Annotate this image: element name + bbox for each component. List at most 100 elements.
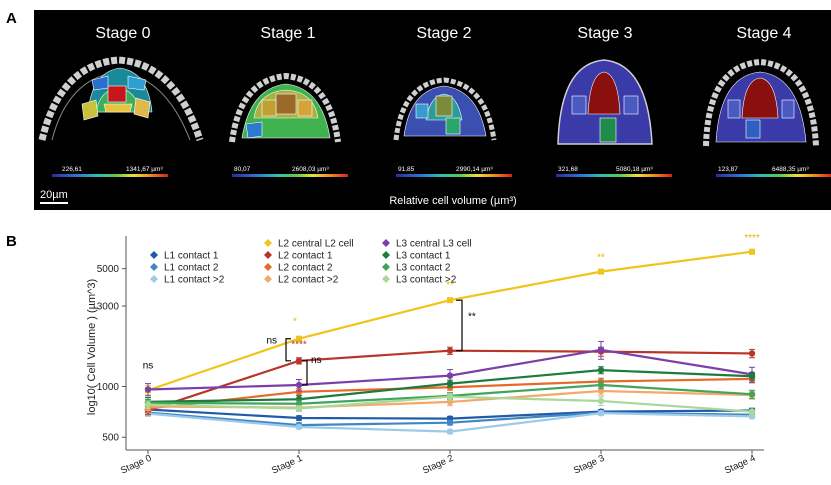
panel-b-letter: B: [6, 233, 17, 250]
data-point: [295, 414, 303, 422]
significance-label: ns: [266, 335, 277, 346]
legend-swatch: [264, 263, 272, 271]
legend-label: L3 contact 1: [396, 251, 451, 262]
x-axis-ticks: Stage 0 Stage 1 Stage 2 Stage 3 Stage 4: [119, 450, 757, 477]
significance-label: ****: [744, 233, 760, 244]
stage-2-tissue-image: [393, 77, 497, 141]
series-l3-contact-2: [144, 392, 756, 417]
bracket-stage2: [456, 299, 463, 352]
y-axis-ticks: 500 1000 3000 5000: [97, 264, 126, 444]
stage-2-colorbar: [396, 174, 512, 177]
stage-3-title: Stage 3: [577, 25, 632, 42]
data-point: [144, 386, 152, 393]
data-point: [446, 380, 454, 387]
legend-swatch: [382, 263, 390, 271]
data-point: [295, 423, 303, 431]
legend-swatch: [150, 275, 158, 283]
scale-bar-label: 20µm: [40, 189, 68, 201]
stage-0-panel: Stage 0 226,61 1341,67 µm³: [38, 25, 204, 177]
significance-label: ns: [311, 355, 322, 366]
data-point: [446, 428, 454, 435]
stage-3-colorbar: [556, 174, 672, 177]
stage-0-range-min: 226,61: [62, 166, 82, 173]
stage-1-range-min: 80,07: [234, 166, 251, 173]
data-point: [447, 297, 453, 304]
y-tick-label: 5000: [97, 264, 120, 275]
x-tick-label: Stage 2: [421, 453, 455, 477]
significance-label: ns: [143, 360, 154, 371]
legend-swatch: [264, 275, 272, 283]
legend-swatch: [264, 251, 272, 259]
stage-0-title: Stage 0: [95, 25, 150, 42]
stage-2-range-min: 91,85: [398, 166, 415, 173]
data-point: [295, 381, 303, 389]
stage-4-panel: Stage 4 123,87 6488,35 µm³: [703, 25, 831, 177]
stage-4-colorbar: [716, 174, 831, 177]
legend-label: L1 contact 1: [164, 251, 219, 262]
series-layer: [144, 248, 756, 435]
stage-1-panel: Stage 1 80,07 2608,03 µm³: [229, 25, 348, 177]
legend-swatch: [150, 263, 158, 271]
significance-label: ****: [291, 340, 307, 351]
legend-label: L2 contact >2: [278, 275, 339, 286]
legend-label: L2 contact 2: [278, 263, 333, 274]
x-tick-label: Stage 4: [723, 453, 757, 477]
stage-4-range-max: 6488,35 µm³: [772, 166, 809, 173]
legend-swatch: [382, 275, 390, 283]
x-tick-label: Stage 1: [270, 453, 304, 477]
data-point: [597, 397, 605, 405]
stage-3-panel: Stage 3 321,68 5080,18 µm³: [556, 25, 672, 177]
data-point: [748, 408, 756, 415]
bracket-stage1-right: [302, 360, 308, 386]
significance-label: **: [446, 280, 454, 291]
data-point: [295, 396, 303, 403]
data-point: [748, 413, 756, 420]
data-point: [446, 372, 454, 379]
stage-3-tissue-image: [557, 59, 653, 145]
legend-label: L3 contact 2: [396, 263, 451, 274]
chart-legend: L1 contact 1L1 contact 2L1 contact >2 L2 …: [150, 239, 472, 286]
x-tick-label: Stage 0: [119, 453, 153, 477]
data-point: [295, 405, 303, 412]
data-point: [597, 381, 605, 389]
stage-0-tissue-image: [38, 56, 204, 142]
stage-0-colorbar: [52, 174, 168, 177]
stage-0-range-max: 1341,67 µm³: [126, 166, 163, 173]
stage-3-range-max: 5080,18 µm³: [616, 166, 653, 173]
stage-1-tissue-image: [229, 72, 341, 143]
colorbar-caption: Relative cell volume (µm³): [389, 195, 516, 207]
stage-2-title: Stage 2: [416, 25, 471, 42]
bracket-stage1-left: [285, 338, 291, 362]
legend-swatch: [382, 239, 390, 247]
data-point: [597, 387, 605, 395]
legend-swatch: [150, 251, 158, 259]
y-tick-label: 1000: [97, 382, 120, 393]
significance-label: *: [293, 317, 297, 328]
stage-1-title: Stage 1: [260, 25, 315, 42]
cell-volume-line-chart: log10( Cell Volume ) (µm^3) 500100030005…: [86, 233, 764, 477]
legend-label: L3 central L3 cell: [396, 239, 472, 250]
significance-label: **: [597, 252, 605, 263]
data-point: [296, 335, 302, 342]
stage-2-range-max: 2990,14 µm³: [456, 166, 493, 173]
legend-label: L3 contact >2: [396, 275, 457, 286]
data-point: [446, 393, 454, 400]
stage-4-tissue-image: [703, 58, 819, 147]
x-tick-label: Stage 3: [572, 453, 606, 477]
data-point: [749, 248, 755, 255]
stage-3-range-min: 321,68: [558, 166, 578, 173]
legend-label: L2 central L2 cell: [278, 239, 354, 250]
data-point: [748, 350, 756, 357]
data-point: [295, 357, 303, 365]
stage-2-panel: Stage 2 91,85 2990,14 µm³: [393, 25, 512, 177]
stage-1-colorbar: [232, 174, 348, 177]
data-point: [295, 388, 303, 395]
y-axis-title: log10( Cell Volume ) (µm^3): [86, 279, 98, 415]
data-point: [144, 401, 152, 408]
data-point: [446, 347, 454, 354]
stage-4-range-min: 123,87: [718, 166, 738, 173]
legend-swatch: [382, 251, 390, 259]
stage-4-title: Stage 4: [736, 25, 791, 42]
legend-label: L1 contact >2: [164, 275, 225, 286]
